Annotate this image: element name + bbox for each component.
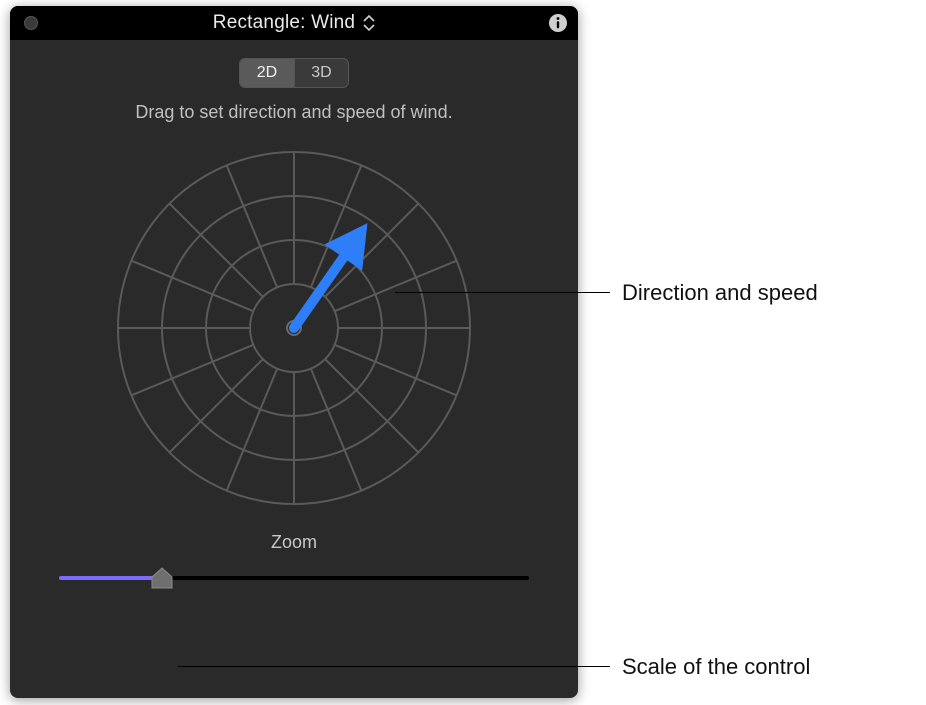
info-icon[interactable] [548, 13, 568, 33]
panel-body: 2D 3D Drag to set direction and speed of… [10, 40, 578, 617]
mode-segmented-control: 2D 3D [239, 58, 349, 88]
wind-arrow[interactable] [104, 138, 484, 518]
mode-3d-button[interactable]: 3D [294, 59, 348, 87]
wind-hud-panel: Rectangle: Wind 2D 3D Drag to set direct… [10, 6, 578, 698]
zoom-label: Zoom [271, 532, 317, 553]
panel-title[interactable]: Rectangle: Wind [213, 12, 355, 34]
panel-header: Rectangle: Wind [10, 6, 578, 40]
hint-text: Drag to set direction and speed of wind. [135, 100, 452, 124]
wind-direction-control[interactable] [104, 138, 484, 518]
slider-thumb[interactable] [151, 567, 173, 589]
callout-slider: Scale of the control [622, 654, 810, 680]
callout-arrow: Direction and speed [622, 280, 818, 306]
mode-2d-button[interactable]: 2D [240, 59, 294, 87]
dropdown-caret-icon[interactable] [363, 15, 375, 31]
callout-line-arrow [395, 292, 610, 293]
zoom-slider[interactable] [59, 563, 529, 593]
panel-title-wrap: Rectangle: Wind [10, 12, 578, 34]
window-close-dot[interactable] [24, 16, 38, 30]
callout-line-slider [178, 666, 610, 667]
slider-fill [59, 576, 162, 580]
